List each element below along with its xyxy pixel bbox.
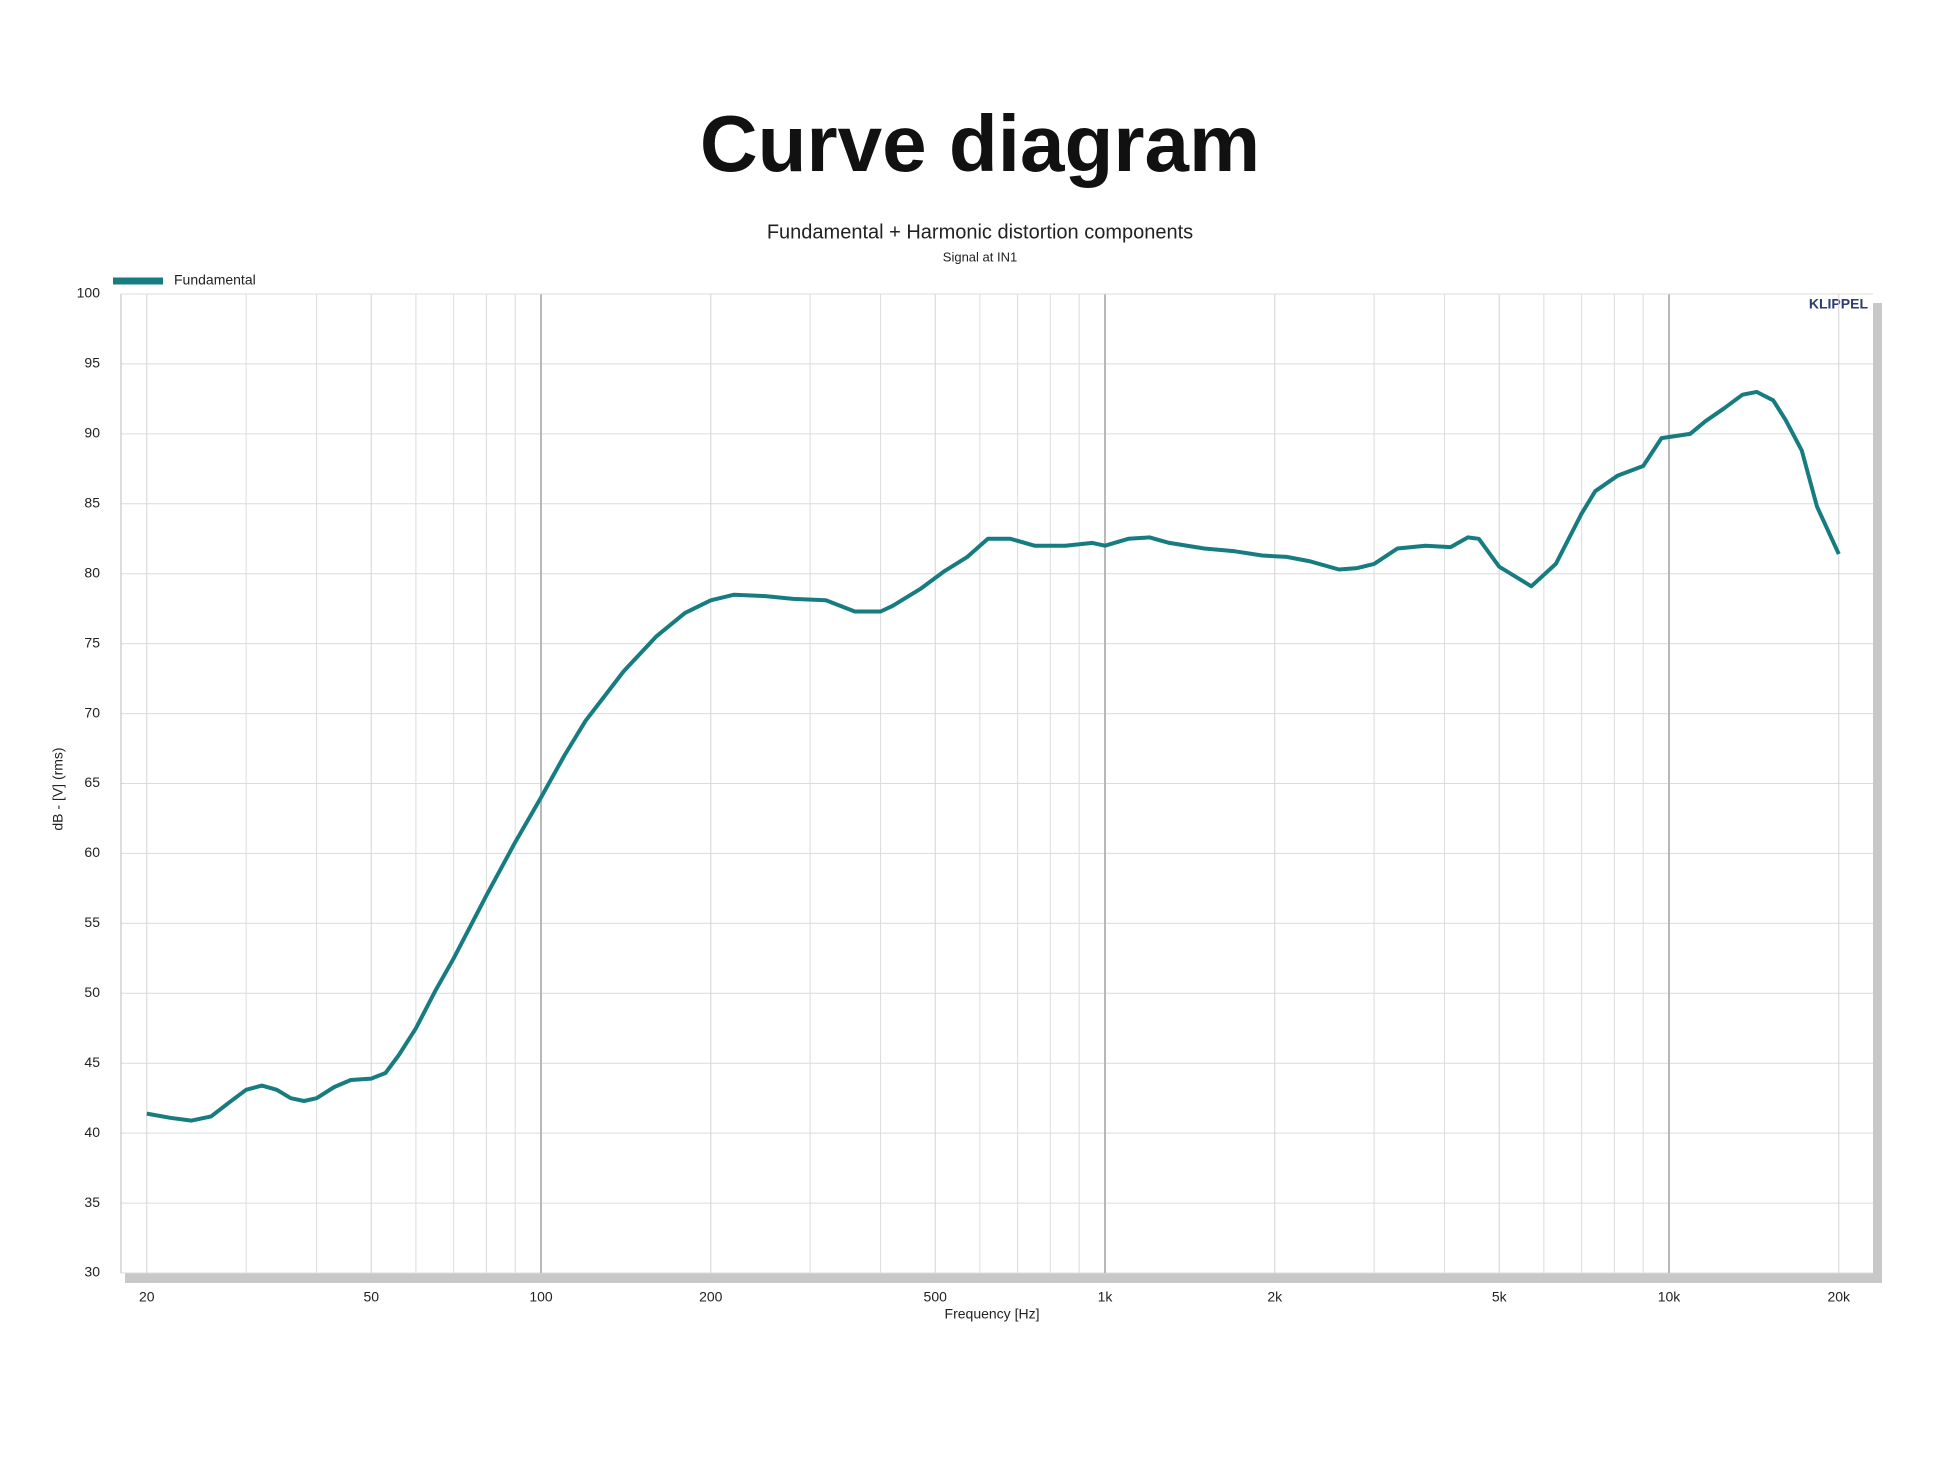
y-tick-label: 100 — [77, 285, 101, 301]
y-tick-label: 85 — [84, 494, 100, 510]
y-tick-label: 35 — [84, 1194, 100, 1210]
x-tick-label: 10k — [1658, 1289, 1682, 1305]
x-axis-label: Frequency [Hz] — [945, 1306, 1040, 1322]
x-tick-label: 500 — [924, 1289, 948, 1305]
y-tick-label: 45 — [84, 1054, 100, 1070]
legend-label: Fundamental — [174, 272, 256, 288]
y-tick-label: 30 — [84, 1264, 100, 1280]
x-tick-label: 50 — [363, 1289, 379, 1305]
y-tick-label: 80 — [84, 564, 100, 580]
frame-shadow — [125, 1273, 1882, 1283]
x-tick-label: 5k — [1492, 1289, 1508, 1305]
chart-title: Fundamental + Harmonic distortion compon… — [767, 221, 1193, 243]
y-tick-label: 40 — [84, 1124, 100, 1140]
x-tick-label: 200 — [699, 1289, 723, 1305]
data-line — [146, 389, 1841, 1123]
y-tick-label: 60 — [84, 844, 100, 860]
page-title: Curve diagram — [700, 99, 1260, 188]
y-tick-label: 75 — [84, 634, 100, 650]
y-tick-label: 65 — [84, 774, 100, 790]
x-tick-label: 100 — [529, 1289, 553, 1305]
y-tick-label: 70 — [84, 704, 100, 720]
y-axis-label: dB - [V] (rms) — [50, 747, 66, 830]
x-tick-label: 20 — [139, 1289, 155, 1305]
y-tick-label: 95 — [84, 355, 100, 371]
frame-shadow — [1873, 303, 1882, 1283]
y-tick-label: 55 — [84, 914, 100, 930]
y-tick-label: 50 — [84, 984, 100, 1000]
x-tick-label: 2k — [1267, 1289, 1283, 1305]
chart-subtitle: Signal at IN1 — [943, 249, 1017, 264]
x-tick-label: 20k — [1827, 1289, 1851, 1305]
x-tick-label: 1k — [1098, 1289, 1114, 1305]
y-tick-label: 90 — [84, 425, 100, 441]
